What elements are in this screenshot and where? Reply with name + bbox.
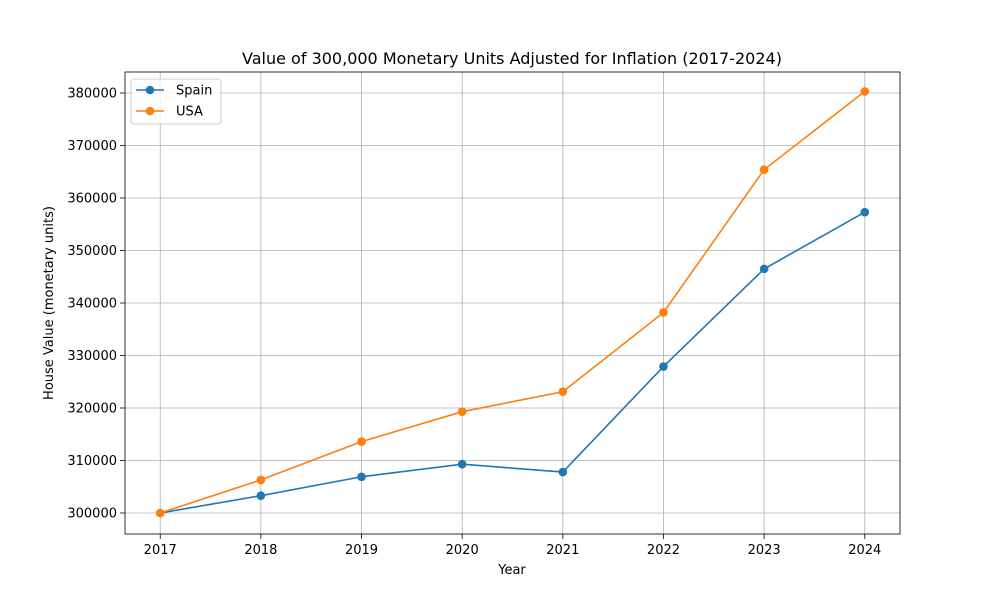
y-tick-label: 360000 (67, 192, 117, 207)
y-tick-label: 340000 (67, 297, 117, 312)
y-tick-label: 310000 (67, 454, 117, 469)
x-tick-label: 2019 (345, 543, 378, 558)
y-tick-label: 330000 (67, 349, 117, 364)
data-point-usa-2019 (357, 437, 366, 446)
legend-item-spain: Spain (136, 84, 212, 99)
legend-item-usa: USA (136, 105, 203, 120)
y-tick-label: 350000 (67, 244, 117, 259)
legend-label: Spain (176, 84, 212, 99)
data-point-usa-2017 (155, 508, 165, 518)
data-point-usa-2018 (256, 475, 266, 485)
series-line-usa (159, 90, 866, 514)
series-usa (155, 87, 870, 518)
legend-marker (145, 106, 155, 116)
data-point-spain-2024 (860, 207, 870, 217)
y-tick-label: 370000 (67, 139, 117, 154)
data-point-usa-2022 (659, 308, 668, 317)
legend-marker (145, 85, 155, 95)
data-point-spain-2019 (357, 472, 366, 482)
y-tick-label: 300000 (67, 507, 117, 522)
grid (125, 72, 900, 534)
x-tick-label: 2017 (144, 543, 177, 558)
data-point-usa-2021 (558, 387, 568, 397)
chart-title: Value of 300,000 Monetary Units Adjusted… (242, 49, 782, 68)
data-point-spain-2020 (457, 459, 467, 469)
data-point-spain-2022 (659, 362, 668, 371)
data-point-usa-2023 (759, 165, 769, 174)
x-tick-label: 2024 (848, 543, 881, 558)
legend-label: USA (176, 105, 203, 120)
axes: 2017 2018 2019 2020 2021 2022 2023 2024 300000 31… (67, 71, 901, 558)
x-tick-label: 2022 (647, 543, 680, 558)
y-tick-label: 380000 (67, 87, 117, 102)
data-point-usa-2020 (457, 407, 467, 416)
data-point-spain-2021 (558, 467, 568, 477)
data-point-spain-2023 (759, 264, 769, 274)
x-tick-label: 2021 (546, 543, 579, 558)
data-point-usa-2024 (860, 87, 870, 96)
data-point-spain-2018 (256, 491, 266, 500)
series-line-spain (160, 211, 866, 514)
series-layer (155, 87, 870, 518)
legend: Spain USA (130, 78, 222, 125)
x-axis-label: Year (497, 563, 526, 578)
x-tick-label: 2018 (244, 543, 277, 558)
y-axis-label: House Value (monetary units) (42, 206, 57, 400)
plot-frame (124, 71, 901, 535)
x-tick-label: 2020 (446, 543, 479, 558)
y-tick-label: 320000 (67, 402, 117, 417)
x-tick-label: 2023 (748, 543, 781, 558)
